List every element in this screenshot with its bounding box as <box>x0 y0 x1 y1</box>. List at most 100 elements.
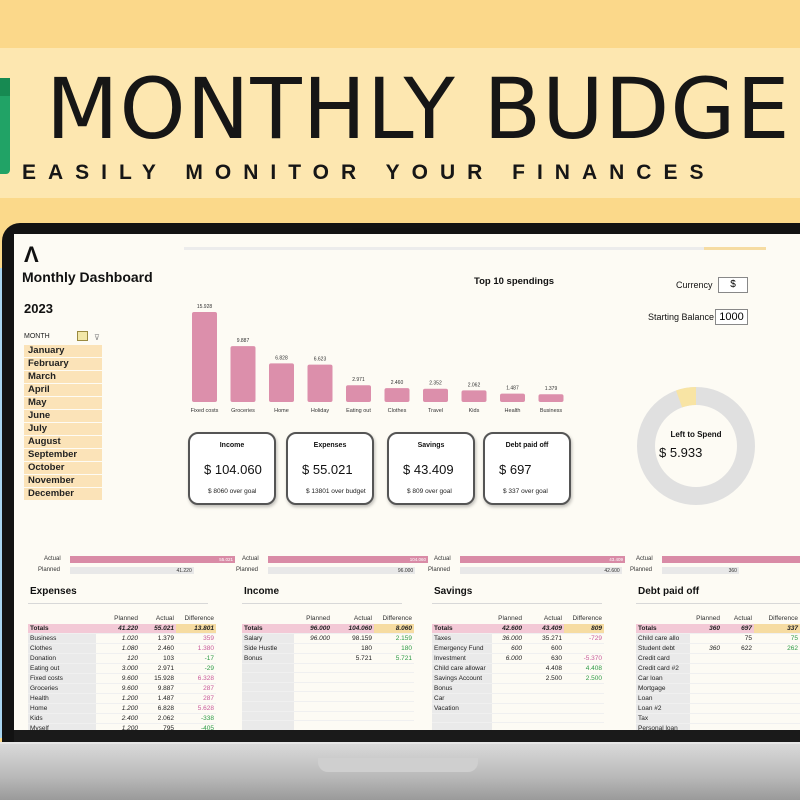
row-value[interactable] <box>294 643 332 654</box>
month-item-may[interactable]: May <box>24 397 102 409</box>
row-category <box>242 711 294 722</box>
row-value[interactable] <box>492 703 524 714</box>
row-category <box>242 701 294 712</box>
row-value[interactable] <box>492 673 524 684</box>
year-selector[interactable]: 2023 <box>24 301 53 316</box>
month-item-june[interactable]: June <box>24 410 102 422</box>
month-item-july[interactable]: July <box>24 423 102 435</box>
debt-section-title: Debt paid off <box>638 586 700 597</box>
row-value[interactable]: 120 <box>96 653 140 664</box>
actual-label: Actual <box>242 556 259 562</box>
table-row <box>242 711 414 722</box>
row-value[interactable] <box>294 701 332 712</box>
row-value[interactable]: 3.000 <box>96 663 140 674</box>
row-category: Health <box>28 693 96 704</box>
row-value <box>374 682 414 693</box>
row-value[interactable] <box>492 693 524 704</box>
month-item-august[interactable]: August <box>24 436 102 448</box>
row-value[interactable]: 1.200 <box>96 723 140 730</box>
column-header: Planned <box>498 615 522 623</box>
row-value[interactable] <box>294 720 332 730</box>
planned-bar-value: 360 <box>728 568 737 574</box>
row-value: -338 <box>176 713 216 724</box>
row-value[interactable] <box>294 663 332 674</box>
multi-select-icon[interactable] <box>77 331 88 341</box>
donut-spent-segment <box>637 387 755 505</box>
row-value: 287 <box>176 693 216 704</box>
month-item-march[interactable]: March <box>24 371 102 383</box>
totals-cell: Totals <box>636 623 690 634</box>
month-item-april[interactable]: April <box>24 384 102 396</box>
row-category: Home <box>28 703 96 714</box>
row-value[interactable] <box>690 673 722 684</box>
row-value[interactable] <box>492 722 524 730</box>
page-title: Monthly Dashboard <box>22 269 153 285</box>
row-value: 180 <box>374 643 414 654</box>
row-value[interactable]: 2.400 <box>96 713 140 724</box>
table-row <box>242 691 414 703</box>
row-value[interactable]: 600 <box>492 643 524 654</box>
row-value[interactable] <box>690 683 722 694</box>
row-value[interactable]: 9.600 <box>96 673 140 684</box>
top-divider-accent <box>704 247 766 250</box>
row-category: Donation <box>28 653 96 664</box>
row-value[interactable]: 36.000 <box>492 633 524 644</box>
row-value[interactable] <box>690 713 722 724</box>
row-value: 4.408 <box>524 663 564 674</box>
row-value[interactable] <box>690 633 722 644</box>
bar-clothes <box>384 388 410 402</box>
row-value: 600 <box>524 643 564 654</box>
row-value[interactable] <box>294 672 332 683</box>
row-value <box>754 703 800 714</box>
row-value[interactable] <box>294 691 332 703</box>
month-item-december[interactable]: December <box>24 488 102 500</box>
row-value: 9.887 <box>140 683 176 694</box>
clear-filter-icon[interactable]: ⊽ <box>94 333 100 342</box>
row-value: 15.928 <box>140 673 176 684</box>
row-value[interactable] <box>690 693 722 704</box>
row-category <box>242 663 294 674</box>
table-row <box>432 722 604 730</box>
planned-bar: 41.220 <box>70 567 194 574</box>
row-value[interactable] <box>690 703 722 714</box>
currency-input[interactable]: $ <box>718 277 748 293</box>
row-value[interactable]: 1.080 <box>96 643 140 654</box>
row-value[interactable]: 9.600 <box>96 683 140 694</box>
month-item-january[interactable]: January <box>24 345 102 357</box>
row-value <box>754 723 800 730</box>
row-value[interactable] <box>294 682 332 693</box>
row-value <box>332 691 374 703</box>
row-value[interactable] <box>690 653 722 664</box>
month-item-september[interactable]: September <box>24 449 102 461</box>
row-value: 5.628 <box>176 703 216 714</box>
table-row: Kids 2.400 2.062 -338 <box>28 713 216 724</box>
row-category: Kids <box>28 713 96 724</box>
starting-balance-input[interactable]: 1000 <box>715 309 748 325</box>
row-value <box>722 673 754 684</box>
row-value[interactable]: 1.200 <box>96 693 140 704</box>
table-row: Student debt 360 622 262 <box>636 643 800 654</box>
row-value[interactable] <box>294 653 332 664</box>
row-value[interactable] <box>690 723 722 730</box>
month-item-october[interactable]: October <box>24 462 102 474</box>
row-value[interactable]: 1.020 <box>96 633 140 644</box>
expenses-table: Planned Actual Difference Totals 41.220 55.02… <box>28 614 216 730</box>
column-header: Difference <box>184 615 214 623</box>
debt-card-goal: $ 337 over goal <box>503 488 548 495</box>
month-item-february[interactable]: February <box>24 358 102 370</box>
totals-cell: Totals <box>432 623 492 634</box>
row-value[interactable]: 6.000 <box>492 653 524 664</box>
row-value[interactable] <box>492 663 524 674</box>
actual-label: Actual <box>636 556 653 562</box>
row-value[interactable] <box>492 683 524 694</box>
row-value[interactable] <box>690 663 722 674</box>
column-header <box>242 614 294 624</box>
bar-value-label: 9.887 <box>237 338 250 344</box>
month-item-november[interactable]: November <box>24 475 102 487</box>
row-value[interactable] <box>294 711 332 722</box>
row-value[interactable]: 360 <box>690 643 722 654</box>
row-value[interactable] <box>492 713 524 724</box>
row-value[interactable]: 1.200 <box>96 703 140 714</box>
row-value[interactable]: 96.000 <box>294 633 332 644</box>
table-row: Donation 120 103 -17 <box>28 653 216 664</box>
